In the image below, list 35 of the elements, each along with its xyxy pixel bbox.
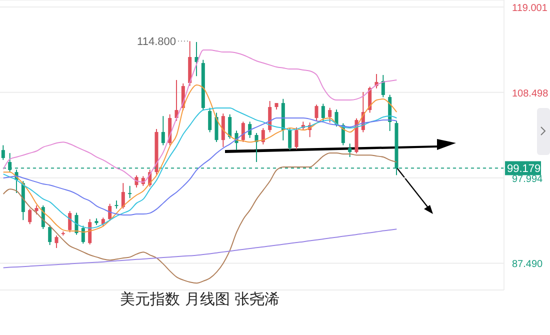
y-tick-label: 119.001 — [512, 2, 548, 14]
candlestick — [381, 74, 385, 98]
candlestick — [214, 112, 218, 142]
candlestick — [161, 116, 165, 146]
candlestick — [1, 144, 5, 160]
candlestick — [294, 126, 298, 150]
y-tick-label: 108.498 — [512, 88, 549, 100]
candlestick — [261, 128, 265, 145]
candlestick — [241, 121, 245, 142]
candlestick — [268, 100, 272, 133]
y-tick-label: 97.994 — [512, 174, 544, 185]
candlestick — [48, 224, 52, 246]
candlestick — [228, 114, 232, 140]
annotation: 114.800 — [137, 36, 176, 48]
candlestick — [208, 107, 212, 133]
candlestick — [121, 182, 125, 210]
candlestick — [348, 143, 352, 158]
candlestick — [81, 225, 85, 244]
candlestick — [68, 210, 72, 233]
line-series — [2, 228, 398, 268]
candlestick — [128, 185, 132, 199]
candlestick — [108, 203, 112, 222]
candlestick — [248, 121, 252, 138]
text: 张尧浠 — [234, 290, 280, 308]
y-tick-label: 87.490 — [512, 259, 544, 270]
candlestick — [54, 235, 58, 249]
candlestick — [288, 128, 292, 151]
candlestick — [321, 103, 325, 122]
candlestick — [328, 107, 332, 123]
line-series — [2, 152, 398, 284]
candlestick — [28, 208, 32, 225]
ref-line-label: 99.179 — [507, 163, 541, 176]
candlestick — [221, 113, 225, 148]
candlestick — [314, 104, 318, 122]
text: 美元指数 月线图 — [120, 290, 230, 308]
